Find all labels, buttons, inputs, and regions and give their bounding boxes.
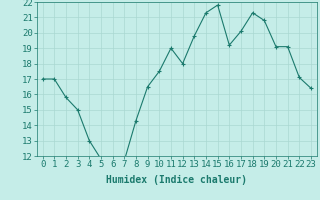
X-axis label: Humidex (Indice chaleur): Humidex (Indice chaleur) (106, 175, 247, 185)
